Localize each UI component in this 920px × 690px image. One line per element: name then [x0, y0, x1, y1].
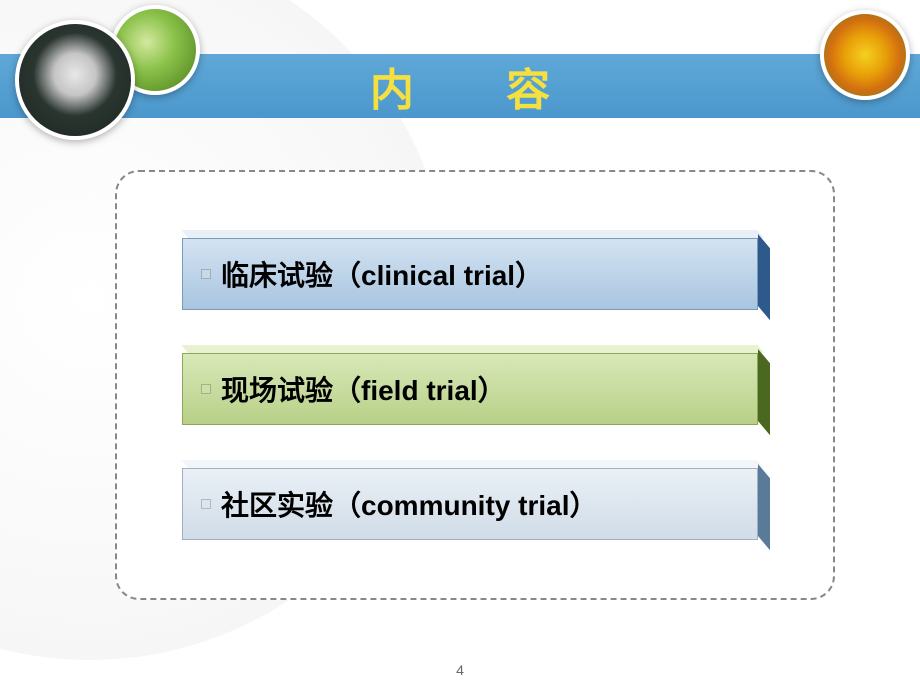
content-container: 临床试验（clinical trial） 现场试验（field trial） 社… [115, 170, 835, 600]
page-number: 4 [0, 662, 920, 678]
tulip-icon [820, 10, 910, 100]
bar-side-face [758, 349, 770, 435]
bar-top-face [181, 460, 764, 468]
bullet-icon [201, 384, 211, 394]
item-label: 现场试验（field trial） [221, 369, 506, 409]
bullet-icon [201, 269, 211, 279]
item-label: 社区实验（community trial） [221, 484, 597, 524]
bullet-icon [201, 499, 211, 509]
bar-front-face: 临床试验（clinical trial） [182, 238, 758, 310]
dandelion-icon [15, 20, 135, 140]
list-item: 临床试验（clinical trial） [182, 230, 772, 310]
bar-top-face [181, 230, 764, 238]
bar-front-face: 现场试验（field trial） [182, 353, 758, 425]
list-item: 现场试验（field trial） [182, 345, 772, 425]
list-item: 社区实验（community trial） [182, 460, 772, 540]
bar-side-face [758, 234, 770, 320]
item-label: 临床试验（clinical trial） [221, 254, 543, 294]
bar-side-face [758, 464, 770, 550]
page-title: 内 容 [330, 54, 590, 118]
bar-front-face: 社区实验（community trial） [182, 468, 758, 540]
bar-top-face [181, 345, 764, 353]
